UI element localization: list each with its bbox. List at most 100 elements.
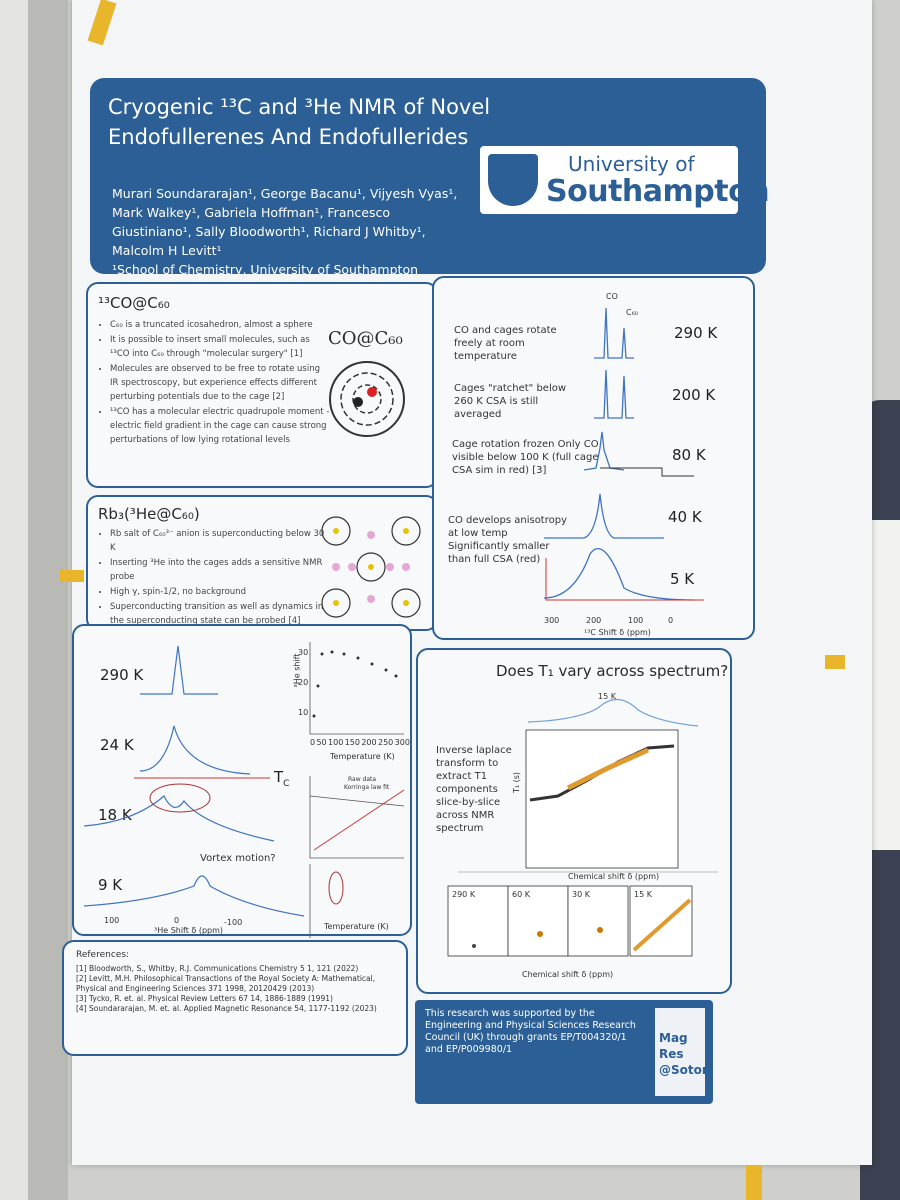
bullet: Molecules are observed to be free to rot… bbox=[110, 362, 330, 404]
logo-text: University of bbox=[568, 152, 695, 176]
panel: Does T₁ vary across spectrum? 15 K Inver… bbox=[416, 648, 732, 994]
author-list: Murari Soundararajan¹, George Bacanu¹, V… bbox=[112, 186, 458, 258]
bullet: Rb salt of C₆₀³⁻ anion is superconductin… bbox=[110, 527, 330, 555]
plot-label: 15 K bbox=[598, 692, 616, 701]
x-tick-label: 0 bbox=[668, 616, 674, 625]
spectra bbox=[543, 307, 704, 601]
line-item: [4] Soundararajan, M. et. al. Applied Ma… bbox=[76, 1004, 377, 1013]
panel: References: [1] Bloodworth, S., Whitby, … bbox=[62, 940, 408, 1056]
x-tick-label: 0 bbox=[174, 916, 180, 925]
x-tick-label: 200 bbox=[586, 616, 602, 625]
temperature: 80 K bbox=[672, 446, 706, 464]
y-tick-label: 10 bbox=[298, 708, 309, 717]
bullet-list: C₆₀ is a truncated icosahedron, almost a… bbox=[98, 318, 330, 448]
caption: CO develops anisotropy at low temp Signi… bbox=[448, 515, 568, 565]
poster-title: Cryogenic ¹³C and ³He NMR of Novel Endof… bbox=[108, 95, 491, 149]
bullet: High γ, spin-1/2, no background bbox=[110, 585, 330, 599]
caption: CO and cages rotate freely at room tempe… bbox=[454, 325, 557, 362]
plot-label: 15 K bbox=[634, 890, 652, 899]
peak-label: C₆₀ bbox=[626, 308, 638, 317]
annotation: Vortex motion? bbox=[200, 853, 276, 864]
references-heading: References: bbox=[76, 950, 130, 960]
lattice-figure bbox=[321, 516, 421, 618]
tick-label: 300 bbox=[394, 738, 410, 747]
figure-label: CO@C₆₀ bbox=[328, 328, 403, 349]
temperature: 9 K bbox=[98, 876, 123, 894]
tc-label: TC bbox=[274, 768, 289, 789]
caption: Cage rotation frozen Only CO visible bel… bbox=[452, 439, 599, 476]
temperature: 18 K bbox=[98, 806, 132, 824]
caption: Cages "ratchet" below 260 K CSA is still… bbox=[454, 383, 567, 420]
bullet: ¹³CO has a molecular electric quadrupole… bbox=[110, 405, 330, 447]
he-figures bbox=[83, 642, 405, 938]
fullerene-figure bbox=[329, 361, 405, 437]
logo-text: Southampton bbox=[546, 174, 770, 209]
crest bbox=[488, 154, 538, 206]
line-item: [3] Tycko, R. et. al. Physical Review Le… bbox=[76, 994, 333, 1003]
neighbour-poster bbox=[0, 0, 28, 1200]
plot-label: 290 K bbox=[452, 890, 476, 899]
magres-logo: Mag Res @Soton bbox=[655, 1008, 711, 1096]
temperature: 290 K bbox=[100, 666, 144, 684]
temperature: 290 K bbox=[674, 324, 718, 342]
plot-label: 30 K bbox=[572, 890, 590, 899]
y-tick-label: 30 bbox=[298, 648, 309, 657]
peak-label: CO bbox=[606, 292, 618, 301]
stand-pole bbox=[28, 0, 68, 1200]
y-tick-label: 20 bbox=[298, 678, 309, 687]
panel: Rb₃(³He@C₆₀) Rb salt of C₆₀³⁻ anion is s… bbox=[86, 495, 438, 631]
funding-box: This research was supported by the Engin… bbox=[415, 1000, 713, 1104]
caption: Inverse laplace transform to extract T1 … bbox=[436, 745, 512, 834]
x-axis-label: Chemical shift δ (ppm) bbox=[522, 970, 614, 979]
x-tick-label: 100 bbox=[628, 616, 644, 625]
temperature: 40 K bbox=[668, 508, 702, 526]
bullet: C₆₀ is a truncated icosahedron, almost a… bbox=[110, 318, 330, 332]
tc-main: T bbox=[274, 768, 284, 786]
panel: 290 K 24 K 18 K 9 K TC Vortex motion? ³H… bbox=[72, 624, 412, 938]
authors: Murari Soundararajan¹, George Bacanu¹, V… bbox=[112, 184, 472, 279]
x-axis-label: ¹³C Shift δ (ppm) bbox=[584, 628, 651, 637]
x-axis-label: Temperature (K) bbox=[330, 752, 395, 761]
bullet: Inserting ³He into the cages adds a sens… bbox=[110, 556, 330, 584]
panel-heading: ¹³CO@C₆₀ bbox=[98, 294, 170, 312]
panel: ¹³CO@C₆₀ C₆₀ is a truncated icosahedron,… bbox=[86, 282, 438, 488]
tick-label: 150 bbox=[344, 738, 360, 747]
line-item: [1] Bloodworth, S., Whitby, R.J. Communi… bbox=[76, 964, 359, 973]
funding-text: This research was supported by the Engin… bbox=[425, 1008, 636, 1055]
bullet-list: Rb salt of C₆₀³⁻ anion is superconductin… bbox=[98, 527, 330, 629]
x-tick-row: 0 50 100 150 200 250 300 bbox=[310, 738, 410, 747]
line-item: [2] Levitt, M.H. Philosophical Transacti… bbox=[76, 974, 376, 993]
temperature: 5 K bbox=[670, 570, 695, 588]
x-tick-label: -100 bbox=[224, 918, 243, 927]
line-item: Res bbox=[659, 1047, 684, 1061]
temperature: 200 K bbox=[672, 386, 716, 404]
tick-label: 50 bbox=[316, 738, 327, 747]
tick-label: 0 bbox=[310, 738, 316, 747]
panel-heading: Does T₁ vary across spectrum? bbox=[496, 662, 729, 680]
tick-label: 100 bbox=[328, 738, 344, 747]
bullet: It is possible to insert small molecules… bbox=[110, 333, 330, 361]
legend-entry: Raw data bbox=[348, 776, 377, 783]
x-axis-label: ³He Shift δ (ppm) bbox=[154, 926, 224, 935]
tape bbox=[746, 1165, 762, 1200]
tc-sub: C bbox=[283, 779, 290, 789]
x-tick-label: 300 bbox=[544, 616, 560, 625]
tick-label: 250 bbox=[378, 738, 394, 747]
legend-entry: Korringa law fit bbox=[344, 784, 390, 791]
tape bbox=[60, 570, 84, 582]
t1-figures bbox=[447, 698, 718, 957]
line-item: @Soton bbox=[659, 1063, 711, 1077]
tick-label: 200 bbox=[361, 738, 377, 747]
affiliation: ¹School of Chemistry, University of Sout… bbox=[112, 262, 419, 277]
panel-heading: Rb₃(³He@C₆₀) bbox=[98, 505, 200, 523]
x-tick-label: 100 bbox=[104, 916, 120, 925]
temperature: 24 K bbox=[100, 736, 134, 754]
reference-list: [1] Bloodworth, S., Whitby, R.J. Communi… bbox=[76, 964, 396, 1014]
x-axis-label: Temperature (K) bbox=[324, 922, 389, 931]
university-logo: University of Southampton bbox=[480, 146, 770, 214]
line-item: Mag bbox=[659, 1031, 688, 1045]
plot-label: 60 K bbox=[512, 890, 530, 899]
panel: CO C₆₀ CO and cages rotate freely at roo… bbox=[432, 276, 755, 640]
bullet: Superconducting transition as well as dy… bbox=[110, 600, 330, 628]
